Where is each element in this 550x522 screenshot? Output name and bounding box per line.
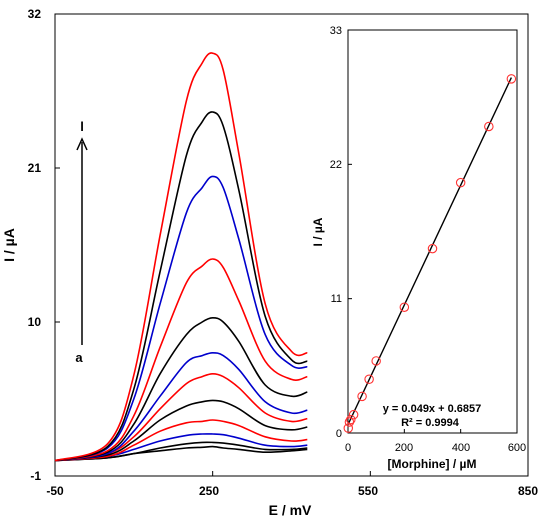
calibration-point [357, 391, 367, 402]
inset-x-axis-title: [Morphine] / µM [388, 457, 477, 471]
inset-y-tick-label: 22 [330, 159, 342, 171]
main-y-axis-title: I / µA [1, 228, 17, 262]
calibration-fit-line [347, 77, 513, 425]
main-y-tick-label: 21 [28, 161, 42, 175]
calibration-point [484, 121, 494, 132]
voltammogram-curve-12 [54, 52, 308, 462]
fit-line [347, 77, 513, 425]
calibration-point [506, 74, 517, 84]
calibration-point [455, 177, 466, 188]
inset-y-tick-label: 11 [331, 293, 342, 305]
main-x-tick-label: 850 [518, 484, 538, 498]
inset-plot-frame [347, 29, 518, 434]
inset-chart: 0 11 22 33 0 200 400 600 [Morphine] / µM… [311, 25, 526, 471]
arrow-label-top: l [80, 119, 84, 134]
main-x-axis-title: E / mV [269, 502, 312, 518]
inset-axis-ticks [347, 29, 518, 434]
main-x-tick-label: 250 [199, 484, 219, 498]
inset-x-tick-label: 400 [452, 442, 470, 454]
concentration-arrow [76, 137, 88, 345]
voltammogram-curve-7 [54, 351, 308, 462]
calibration-point [364, 374, 374, 385]
calibration-point [344, 417, 355, 427]
r-squared: R² = 0.9994 [401, 417, 460, 429]
calibration-point [371, 356, 381, 366]
arrow-label-bottom: a [75, 350, 83, 365]
calibration-point [348, 409, 359, 420]
inset-x-tick-label: 200 [395, 442, 413, 454]
voltammogram-curve-2 [54, 441, 308, 462]
calibration-point [346, 414, 356, 425]
voltammogram-curves [54, 52, 308, 462]
regression-equation: y = 0.049x + 0.6857 [383, 403, 481, 415]
voltammogram-curve-3 [54, 433, 308, 462]
main-x-tick-label: 550 [358, 484, 378, 498]
main-y-tick-label: 10 [28, 315, 42, 329]
main-y-tick-label: 32 [28, 7, 42, 21]
inset-x-tick-label: 0 [345, 442, 351, 454]
inset-y-axis-title: I / µA [311, 217, 325, 246]
main-axis-ticks [54, 13, 529, 477]
calibration-point [399, 302, 410, 312]
voltammogram-curve-9 [54, 258, 308, 462]
voltammogram-curve-5 [54, 399, 308, 462]
calibration-points [343, 74, 517, 433]
voltammogram-curve-6 [54, 372, 308, 462]
inset-x-tick-label: 600 [508, 442, 526, 454]
calibration-point [427, 243, 438, 254]
inset-y-tick-label: 0 [336, 428, 342, 440]
voltammogram-curve-11 [54, 111, 308, 462]
voltammogram-curve-10 [54, 175, 308, 462]
main-x-tick-label: -50 [46, 484, 64, 498]
inset-y-tick-label: 33 [330, 25, 342, 37]
calibration-point [343, 423, 354, 433]
voltammogram-curve-8 [54, 316, 308, 462]
voltammogram-curve-4 [54, 419, 308, 462]
main-y-tick-label: -1 [30, 469, 41, 483]
